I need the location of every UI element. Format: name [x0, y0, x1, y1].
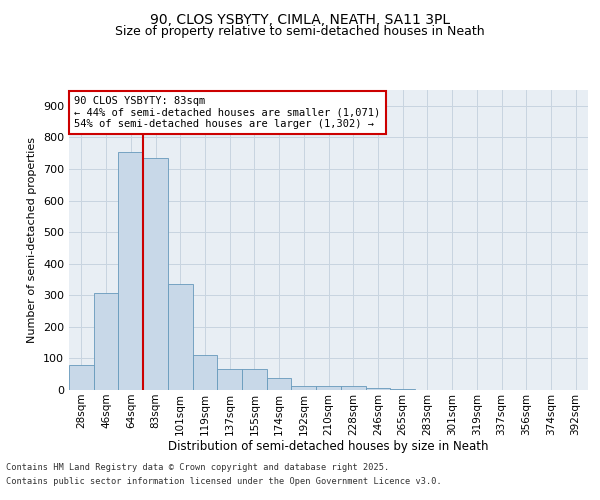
Bar: [69, 364, 94, 390]
Bar: [292, 386, 316, 390]
Bar: [316, 386, 341, 390]
Bar: [217, 368, 242, 390]
Bar: [94, 292, 118, 390]
Text: 90, CLOS YSBYTY, CIMLA, NEATH, SA11 3PL: 90, CLOS YSBYTY, CIMLA, NEATH, SA11 3PL: [150, 12, 450, 26]
Bar: [143, 158, 168, 390]
Bar: [118, 152, 143, 390]
Text: Contains public sector information licensed under the Open Government Licence v3: Contains public sector information licen…: [6, 478, 442, 486]
Bar: [365, 388, 390, 390]
Y-axis label: Number of semi-detached properties: Number of semi-detached properties: [28, 137, 37, 343]
Bar: [390, 389, 415, 390]
Bar: [267, 378, 292, 390]
Bar: [341, 386, 365, 390]
Bar: [168, 284, 193, 390]
X-axis label: Distribution of semi-detached houses by size in Neath: Distribution of semi-detached houses by …: [168, 440, 489, 454]
Bar: [242, 368, 267, 390]
Text: 90 CLOS YSBYTY: 83sqm
← 44% of semi-detached houses are smaller (1,071)
54% of s: 90 CLOS YSBYTY: 83sqm ← 44% of semi-deta…: [74, 96, 380, 129]
Text: Size of property relative to semi-detached houses in Neath: Size of property relative to semi-detach…: [115, 25, 485, 38]
Bar: [193, 356, 217, 390]
Text: Contains HM Land Registry data © Crown copyright and database right 2025.: Contains HM Land Registry data © Crown c…: [6, 462, 389, 471]
